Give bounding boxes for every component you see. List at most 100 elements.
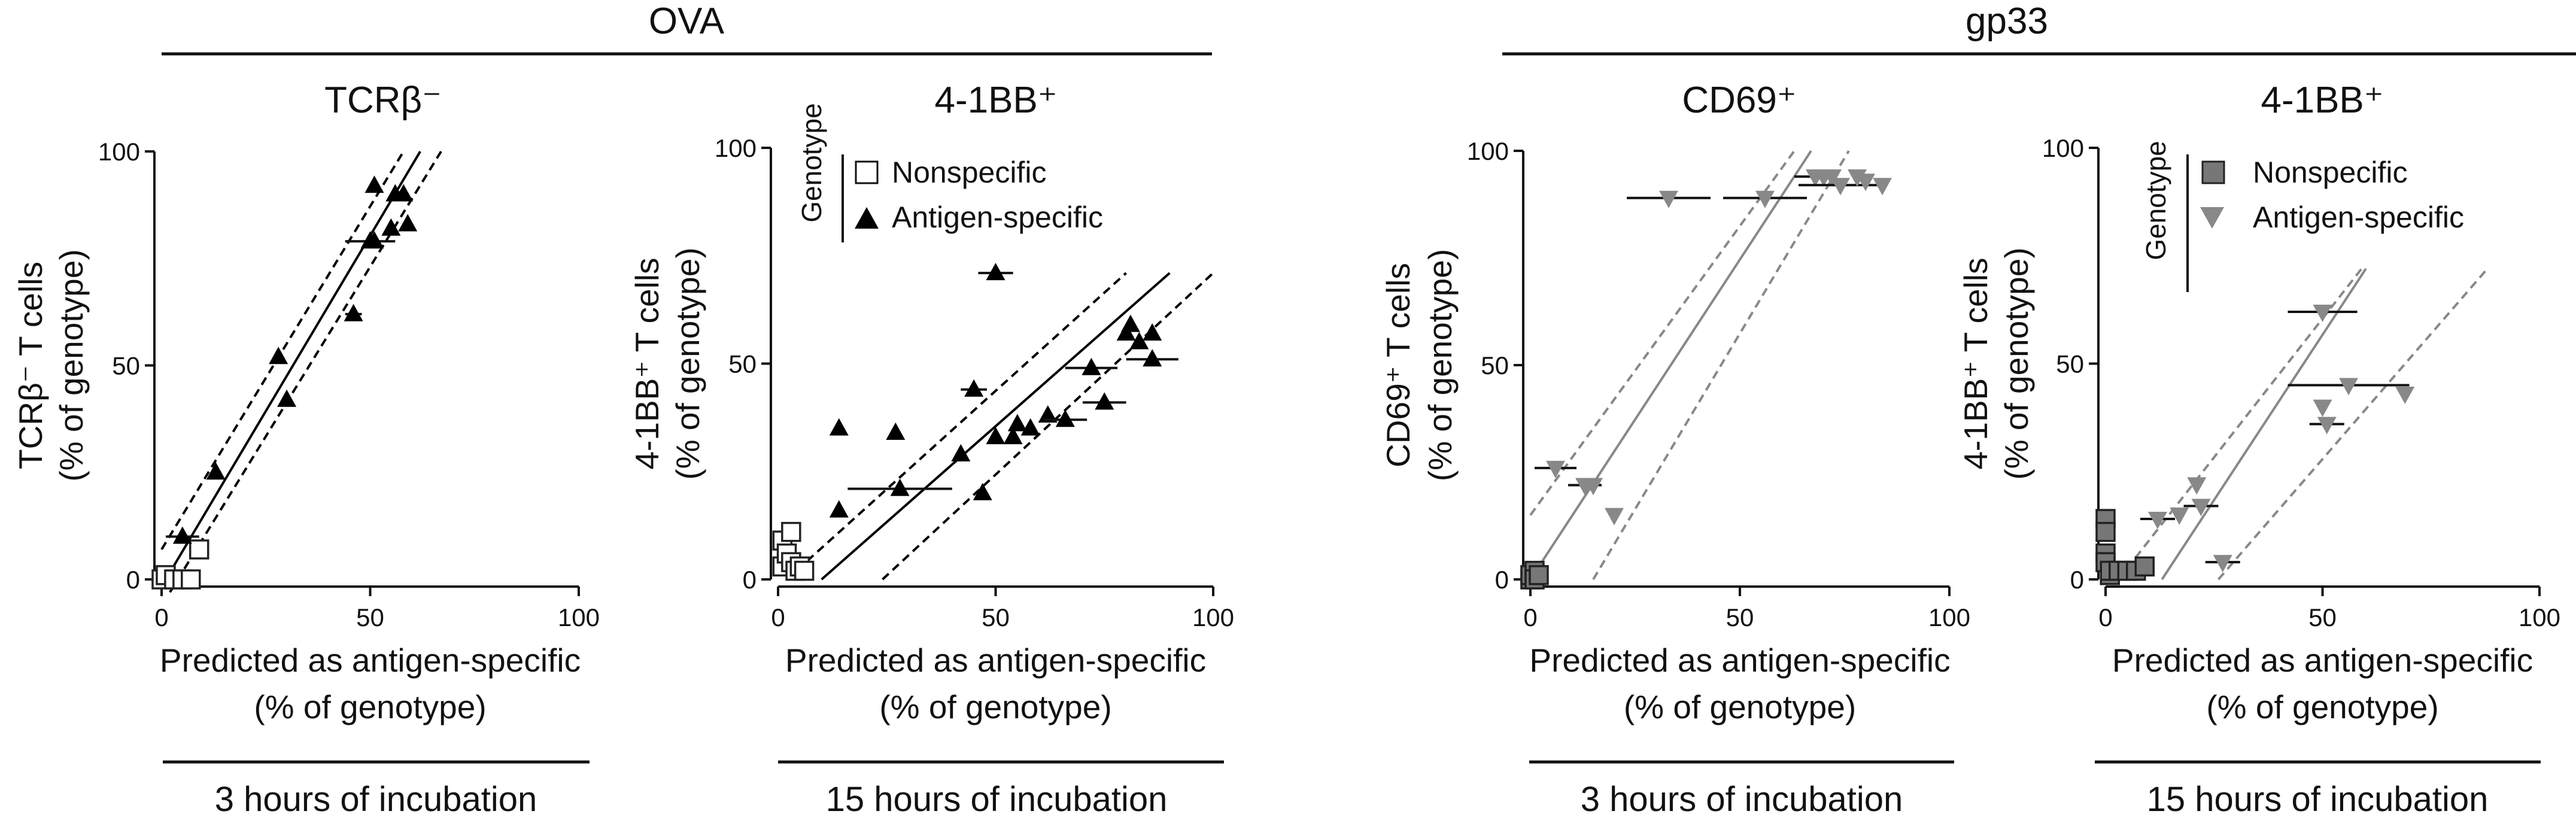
data-point — [1755, 190, 1775, 208]
data-point — [2213, 555, 2232, 573]
regression-line — [2161, 268, 2367, 581]
y-tick-label: 0 — [1495, 566, 1509, 594]
data-point — [2339, 378, 2358, 396]
panel-gp33-cd69: CD69⁺ 0 50 100 0 50 100 Predicted as antigen-sp… — [1380, 80, 1970, 725]
y-axis-label-unit: (% of genotype) — [53, 249, 90, 481]
y-axis-label: CD69⁺ T cells — [1380, 263, 1417, 467]
footer-1: 3 hours of incubation — [163, 760, 590, 819]
fit-lines — [786, 272, 1214, 581]
x-axis-label: Predicted as antigen-specific — [160, 642, 581, 679]
y-axis-label-unit: (% of genotype) — [1421, 249, 1459, 481]
data-point — [2187, 477, 2207, 495]
confidence-band-line — [882, 272, 1214, 581]
data-point — [398, 214, 418, 232]
data-point — [1529, 565, 1549, 585]
group-header-gp33: gp33 — [1502, 1, 2576, 56]
y-tick-label: 100 — [1467, 137, 1509, 165]
data-point — [1038, 405, 1058, 423]
x-tick-label: 0 — [771, 603, 785, 631]
y-tick-label: 50 — [112, 352, 140, 380]
panel-title: CD69⁺ — [1682, 80, 1796, 121]
x-tick-label: 0 — [2098, 603, 2112, 631]
group-title-gp33: gp33 — [1966, 1, 2048, 42]
x-axis-label-unit: (% of genotype) — [2206, 688, 2438, 725]
data-point — [1546, 460, 1565, 478]
x-tick-label: 0 — [1523, 603, 1537, 631]
y-axis-label: TCRβ⁻ T cells — [12, 262, 49, 469]
data-point — [1082, 357, 1101, 375]
data-point — [206, 462, 226, 480]
legend-ova-specific-label: Antigen-specific — [892, 201, 1103, 234]
data-point — [973, 482, 992, 500]
x-tick-label: 50 — [356, 603, 384, 631]
data-point — [277, 389, 297, 407]
footer-3-label: 3 hours of incubation — [1581, 780, 1903, 819]
x-tick-label: 100 — [1928, 603, 1970, 631]
y-tick-label: 0 — [126, 566, 140, 594]
y-axis-label-unit: (% of genotype) — [1998, 247, 2035, 479]
data-point — [2170, 507, 2189, 525]
legend-gp33-nonspecific-marker — [2201, 160, 2225, 184]
legend-ova-specific-marker — [855, 207, 879, 229]
x-axis-label: Predicted as antigen-specific — [2112, 642, 2533, 679]
y-axis-label: 4-1BB⁺ T cells — [628, 257, 666, 469]
series-nonspecific — [1520, 560, 1549, 590]
fit-lines — [1529, 150, 1850, 581]
data-point — [1007, 414, 1027, 432]
data-point — [381, 218, 401, 236]
series-nonspecific — [151, 539, 209, 590]
regression-line — [821, 272, 1171, 581]
data-point — [181, 569, 201, 590]
data-point — [829, 418, 849, 436]
confidence-band-line — [786, 272, 1127, 581]
data-point — [886, 422, 906, 440]
x-tick-label: 100 — [1192, 603, 1234, 631]
data-point — [1120, 314, 1140, 332]
x-axis-label-unit: (% of genotype) — [879, 688, 1111, 725]
series-antigen-specific — [829, 263, 1178, 518]
data-point — [1055, 409, 1075, 427]
panel-title: TCRβ⁻ — [324, 80, 442, 121]
legend-gp33: Genotype Nonspecific Antigen-specific — [2140, 141, 2464, 292]
panel-ova-tcrb: TCRβ⁻ 0 50 100 0 50 100 Predicted as antigen-sp… — [12, 80, 600, 725]
confidence-band-line — [169, 150, 442, 593]
data-point — [1605, 508, 1624, 526]
legend-gp33-nonspecific-label: Nonspecific — [2253, 156, 2407, 189]
legend-ova-nonspecific-label: Nonspecific — [892, 156, 1046, 189]
footer-1-label: 3 hours of incubation — [215, 780, 537, 819]
data-point — [1856, 174, 1875, 192]
x-axis-label-unit: (% of genotype) — [1624, 688, 1856, 725]
series-nonspecific — [2095, 509, 2155, 585]
footer-4-label: 15 hours of incubation — [2147, 780, 2489, 819]
x-axis-label: Predicted as antigen-specific — [785, 642, 1206, 679]
data-point — [1129, 332, 1149, 350]
confidence-band-line — [2118, 268, 2363, 581]
footer-4: 15 hours of incubation — [2095, 760, 2541, 819]
data-point — [1003, 427, 1023, 445]
y-axis-label-unit: (% of genotype) — [669, 247, 706, 479]
data-point — [2317, 417, 2337, 435]
panel-title: 4-1BB⁺ — [2261, 80, 2383, 121]
series-antigen-specific — [2140, 304, 2415, 573]
fit-lines — [2118, 268, 2489, 581]
legend-gp33-title: Genotype — [2140, 141, 2171, 260]
confidence-band-line — [2217, 268, 2489, 581]
x-tick-label: 100 — [2519, 603, 2560, 631]
data-point — [964, 379, 984, 397]
x-axis-label-unit: (% of genotype) — [254, 688, 486, 725]
data-point — [890, 478, 910, 496]
data-point — [2134, 556, 2155, 577]
data-point — [394, 184, 414, 202]
series-nonspecific — [772, 521, 815, 581]
data-point — [2395, 386, 2415, 404]
data-point — [364, 231, 384, 249]
series-antigen-specific — [1535, 169, 1892, 526]
data-point — [2313, 399, 2332, 417]
data-point — [951, 444, 971, 461]
data-point — [269, 347, 288, 365]
y-tick-label: 50 — [1481, 351, 1509, 379]
y-tick-label: 100 — [715, 134, 757, 162]
series-antigen-specific — [165, 175, 418, 544]
x-tick-label: 50 — [1726, 603, 1754, 631]
y-tick-label: 50 — [728, 350, 757, 378]
